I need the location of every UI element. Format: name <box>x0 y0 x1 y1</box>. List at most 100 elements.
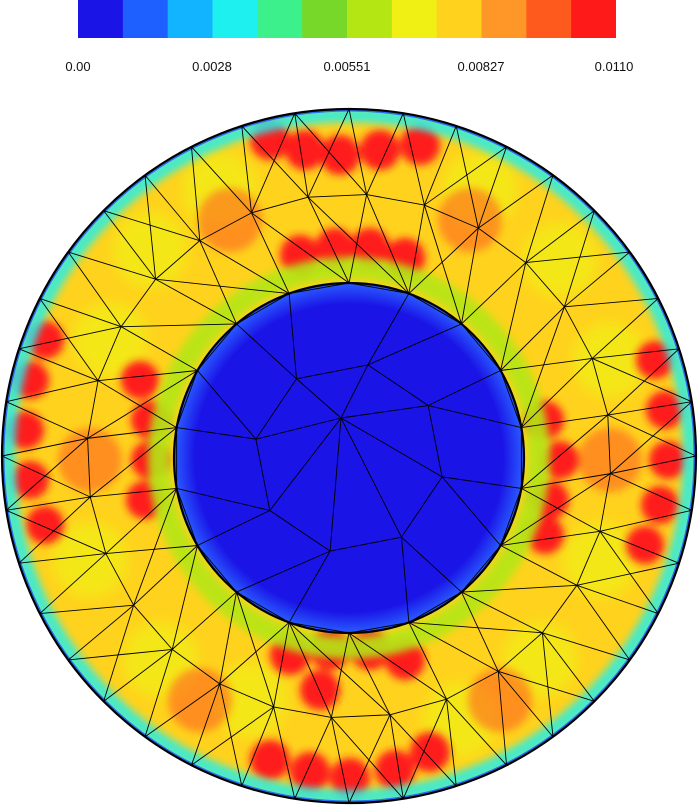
mesh-edge <box>330 536 402 552</box>
colorbar-band <box>391 0 438 38</box>
mesh-edge <box>294 717 332 799</box>
mesh-edge <box>542 632 630 661</box>
mesh-edge <box>98 370 198 382</box>
mesh-edge <box>296 364 368 380</box>
mesh-edge <box>89 496 107 554</box>
mesh-edge <box>478 174 554 229</box>
mesh-edge <box>478 227 527 263</box>
mesh-edge <box>144 649 173 737</box>
mesh-edge <box>525 175 554 263</box>
warm-halo <box>168 668 232 732</box>
mesh-edge <box>6 380 99 403</box>
mesh-edge <box>500 306 565 371</box>
mesh-edge <box>18 348 99 382</box>
mesh-edge <box>607 414 611 474</box>
mesh-edge <box>408 622 499 672</box>
mesh-edge <box>1 437 88 457</box>
mesh-edge <box>121 323 237 328</box>
mesh-edge <box>401 476 443 538</box>
mesh-edge <box>191 146 201 241</box>
mesh-edge <box>366 194 410 294</box>
mesh-edge <box>87 427 177 439</box>
mesh-edge <box>500 262 527 371</box>
mesh-edge <box>329 417 342 552</box>
mesh-edge <box>6 496 91 511</box>
mesh-edge <box>500 473 611 546</box>
mesh-edge <box>307 108 350 198</box>
colorbar-band <box>257 0 303 38</box>
mesh-edge <box>576 531 601 586</box>
mesh-edge <box>288 550 331 623</box>
mesh-edge <box>289 622 350 634</box>
field-mottle <box>572 322 648 398</box>
mesh-edge <box>576 585 631 661</box>
mesh-edge <box>408 621 543 634</box>
mesh-edge <box>340 405 429 419</box>
mesh-edge <box>133 488 178 606</box>
mesh-edge <box>500 545 578 586</box>
mesh-edge <box>446 670 499 700</box>
mesh-edge <box>607 414 697 457</box>
inner-boundary-circle <box>172 281 526 635</box>
mesh-edge <box>6 509 107 554</box>
field-mottle <box>52 522 128 598</box>
hotspot <box>320 135 360 175</box>
mesh-edge <box>87 438 91 498</box>
colorbar-band <box>526 0 572 38</box>
mesh-edge <box>273 622 290 708</box>
mesh-edge <box>461 323 501 371</box>
mesh-edge <box>255 378 297 440</box>
mesh-edge <box>389 714 457 787</box>
mesh-edge <box>428 405 522 429</box>
mesh-edge <box>251 212 290 294</box>
mesh-edge <box>87 380 99 439</box>
outer-boundary-circle <box>0 107 698 805</box>
mesh-edge <box>144 175 157 280</box>
mesh-edge <box>331 714 391 718</box>
warm-halo <box>198 188 262 252</box>
mesh-edge <box>241 706 275 787</box>
hotspot <box>300 670 340 710</box>
mesh-edge <box>564 298 659 308</box>
mesh-edge <box>521 487 601 532</box>
mesh-edge <box>389 714 404 799</box>
mesh-edge <box>348 282 409 294</box>
mesh-edge <box>340 364 369 419</box>
mesh-edge <box>366 113 404 195</box>
mesh-edge <box>219 683 243 787</box>
mesh-edge <box>241 125 252 213</box>
mesh-edge <box>68 648 173 661</box>
mesh-edge <box>269 417 342 511</box>
mesh-edge <box>273 706 332 718</box>
mesh-edge <box>171 545 198 650</box>
mesh-edge <box>521 414 609 489</box>
mesh-edge <box>67 604 134 661</box>
mesh-edge <box>599 531 659 614</box>
mesh-edge <box>171 591 237 650</box>
mesh-edge <box>348 632 391 715</box>
inner-core-field <box>174 283 524 633</box>
colorbar-tick-label-3: 0.00551 <box>323 59 371 74</box>
mesh-edge <box>423 125 457 206</box>
mesh-edge <box>497 632 543 672</box>
mesh-edge <box>144 683 220 738</box>
mesh-edge <box>408 227 479 294</box>
mesh-edge <box>155 278 237 325</box>
mesh-edge <box>348 194 368 284</box>
mesh-edge <box>427 405 443 477</box>
mesh-edge <box>39 298 122 328</box>
colorbar-tick-label-4: 0.00827 <box>457 59 505 74</box>
finite-element-mesh <box>1 108 697 804</box>
hotspot <box>649 441 687 479</box>
mesh-edge <box>155 278 290 295</box>
hotspot <box>641 486 679 524</box>
mesh-edge <box>307 196 410 294</box>
mesh-edge <box>288 293 297 379</box>
mesh-edge <box>477 146 507 229</box>
mesh-edge <box>446 698 507 766</box>
mesh-edge <box>563 210 595 307</box>
inner-halo-field <box>148 257 550 659</box>
mesh-edge <box>199 212 252 242</box>
hotspot <box>400 125 440 165</box>
